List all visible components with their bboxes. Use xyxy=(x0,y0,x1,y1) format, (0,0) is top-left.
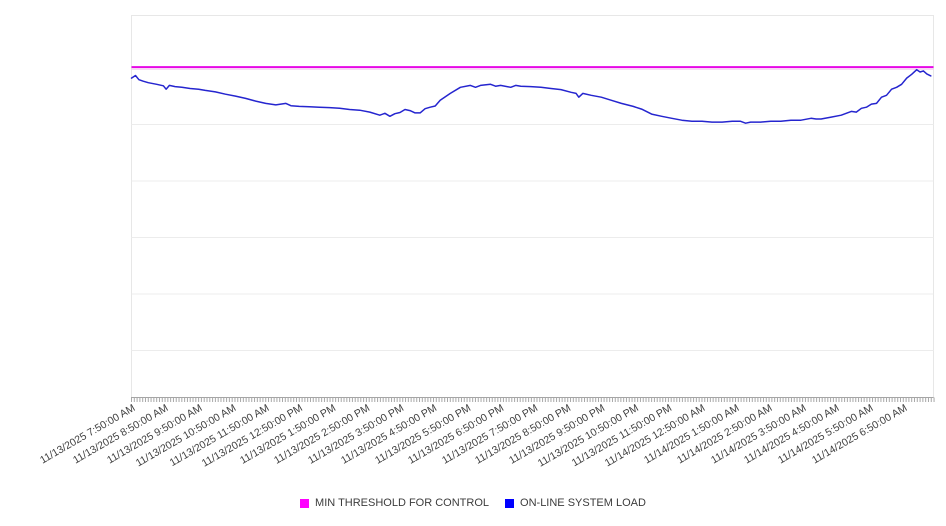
x-axis-label: 11/14/2025 3:50:00 AM xyxy=(708,402,809,467)
x-axis-label: 11/13/2025 7:50:00 PM xyxy=(439,402,540,467)
x-axis-label: 11/13/2025 10:50:00 AM xyxy=(133,402,238,470)
x-axis-label: 11/13/2025 7:50:00 AM xyxy=(37,402,137,467)
x-axis-label: 11/14/2025 12:50:00 AM xyxy=(603,402,708,470)
x-axis-label: 11/13/2025 6:50:00 PM xyxy=(406,402,507,467)
legend-swatch-icon xyxy=(505,498,515,508)
x-axis-label: 11/13/2025 1:50:00 PM xyxy=(238,402,339,467)
x-axis-label: 11/13/2025 3:50:00 PM xyxy=(305,402,406,467)
legend-swatch-icon xyxy=(300,498,310,508)
x-axis-label: 11/13/2025 4:50:00 PM xyxy=(339,402,439,467)
x-axis-label: 11/13/2025 2:50:00 PM xyxy=(272,402,372,467)
x-axis-label: 11/13/2025 8:50:00 AM xyxy=(71,402,171,467)
legend-item-online-system-load[interactable]: ON-LINE SYSTEM LOAD xyxy=(505,497,646,509)
x-axis-label: 11/13/2025 10:50:00 PM xyxy=(535,402,641,470)
x-axis-label: 11/13/2025 5:50:00 PM xyxy=(372,402,473,467)
legend-label: MIN THRESHOLD FOR CONTROL xyxy=(315,497,490,509)
plot-border xyxy=(131,15,934,398)
x-axis-label: 11/14/2025 1:50:00 AM xyxy=(641,402,741,467)
x-axis-label: 11/14/2025 4:50:00 AM xyxy=(742,402,842,467)
x-axis-label: 11/14/2025 2:50:00 AM xyxy=(675,402,775,467)
series-line-online-system-load xyxy=(130,68,932,124)
x-axis-label: 11/14/2025 5:50:00 AM xyxy=(775,402,876,467)
x-axis-label: 11/13/2025 9:50:00 AM xyxy=(104,402,205,467)
legend-label: ON-LINE SYSTEM LOAD xyxy=(520,497,646,509)
chart-canvas xyxy=(130,15,935,402)
legend-item-min-threshold-for-control[interactable]: MIN THRESHOLD FOR CONTROL xyxy=(300,497,489,509)
x-axis-ticks xyxy=(131,397,935,402)
x-axis-label: 11/13/2025 11:50:00 PM xyxy=(569,402,674,470)
x-axis-label: 11/14/2025 6:50:00 AM xyxy=(809,402,909,467)
x-axis-label: 11/13/2025 9:50:00 PM xyxy=(506,402,607,467)
x-axis-label: 11/13/2025 12:50:00 PM xyxy=(199,402,305,470)
x-axis-label: 11/13/2025 11:50:00 AM xyxy=(167,402,272,469)
legend: MIN THRESHOLD FOR CONTROL ON-LINE SYSTEM … xyxy=(0,497,946,509)
x-axis-label: 11/13/2025 8:50:00 PM xyxy=(473,402,574,467)
